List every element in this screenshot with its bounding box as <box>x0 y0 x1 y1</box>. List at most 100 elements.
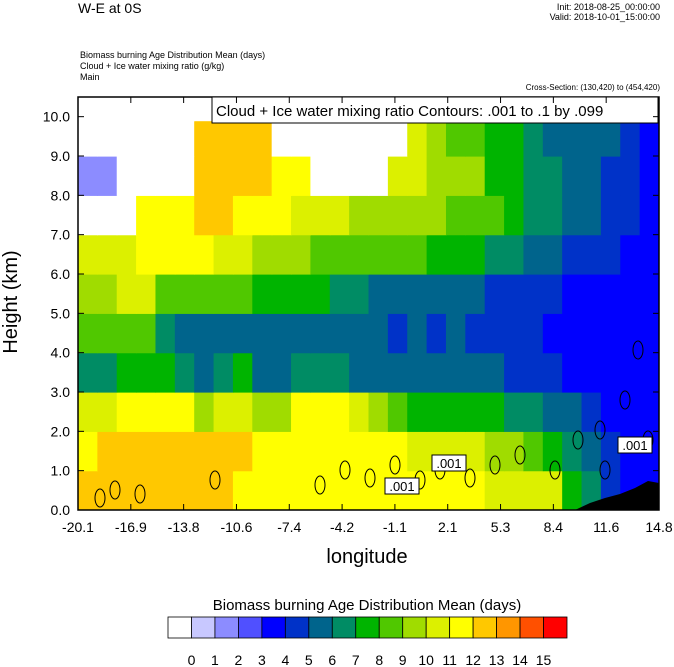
field-cell <box>407 313 428 354</box>
field-cell <box>523 195 544 236</box>
field-cell <box>310 234 331 275</box>
field-cell <box>232 120 253 157</box>
field-cell <box>291 120 311 157</box>
colorbar-label: 11 <box>442 652 457 667</box>
field-cell <box>562 392 583 432</box>
field-cell <box>600 313 621 354</box>
field-cell <box>136 97 157 122</box>
field-cell <box>484 120 505 157</box>
field-cell <box>349 234 370 275</box>
field-cell <box>542 392 563 432</box>
field-cell <box>465 470 486 510</box>
contour-line <box>619 390 631 410</box>
colorbar-label: 4 <box>281 652 289 667</box>
contour-value-box <box>431 454 467 472</box>
field-cell <box>136 392 157 432</box>
field-cell <box>484 392 505 432</box>
field-cell <box>620 392 641 432</box>
field-description-2: Cloud + Ice water mixing ratio (g/kg) <box>80 61 225 71</box>
contour-value-box <box>617 436 653 454</box>
field-cell <box>620 195 641 236</box>
contour-line <box>134 484 146 504</box>
field-cell <box>136 120 157 157</box>
colorbar-swatch <box>519 616 544 639</box>
field-cell <box>329 392 350 432</box>
field-cell <box>562 431 583 472</box>
field-cell <box>252 431 273 472</box>
field-cell <box>136 156 157 196</box>
y-axis-label: Height (km) <box>0 250 22 353</box>
field-cell <box>620 352 641 393</box>
field-cell <box>174 120 195 157</box>
field-cell <box>174 156 195 196</box>
field-cell <box>116 431 137 472</box>
field-cell <box>97 431 118 472</box>
field-cell <box>562 274 583 314</box>
field-cell <box>407 195 428 236</box>
field-cell <box>426 313 447 354</box>
field-cell <box>465 313 486 354</box>
field-cell <box>155 313 176 354</box>
field-cell <box>426 120 447 157</box>
field-cell <box>639 313 659 354</box>
field-cell <box>600 392 621 432</box>
field-cell <box>194 313 215 354</box>
field-cell <box>194 234 215 275</box>
colorbar-swatch <box>355 616 380 639</box>
field-cell <box>445 120 466 157</box>
field-cell <box>349 195 370 236</box>
field-cell <box>600 120 621 157</box>
field-cell <box>600 156 621 196</box>
field-cell <box>271 313 292 354</box>
field-cell <box>174 195 195 236</box>
field-cell <box>310 156 331 196</box>
field-cell <box>407 156 428 196</box>
field-cell <box>349 352 370 393</box>
field-cell <box>368 431 389 472</box>
contour-value-label: .001 <box>622 438 647 453</box>
field-cell <box>136 274 157 314</box>
field-cell <box>136 195 157 236</box>
field-cell <box>271 156 292 196</box>
x-tick-label: -7.4 <box>277 519 301 535</box>
field-cell <box>194 120 215 157</box>
field-cell <box>310 470 331 510</box>
y-tick-label: 5.0 <box>51 305 71 321</box>
field-cell <box>329 274 350 314</box>
field-cell <box>232 352 253 393</box>
colorbar-label: 10 <box>418 652 434 667</box>
field-cell <box>407 120 428 157</box>
field-cell <box>368 352 389 393</box>
field-cell <box>194 97 215 122</box>
field-cell <box>155 470 176 510</box>
field-cell <box>252 392 273 432</box>
field-cell <box>504 313 525 354</box>
field-cell <box>523 234 544 275</box>
field-cell <box>600 234 621 275</box>
field-cell <box>329 470 350 510</box>
x-tick-label: -10.6 <box>220 519 252 535</box>
field-cell <box>504 431 525 472</box>
colorbar-label: 5 <box>305 652 313 667</box>
colorbar-label: 6 <box>328 652 336 667</box>
field-cell <box>291 313 311 354</box>
contour-line <box>389 455 401 475</box>
colorbar-swatch <box>331 616 357 639</box>
field-cell <box>562 352 583 393</box>
field-cell <box>174 313 195 354</box>
x-tick-label: 8.4 <box>544 519 564 535</box>
field-cell <box>484 274 505 314</box>
field-cell <box>581 195 602 236</box>
field-cell <box>465 392 486 432</box>
field-cell <box>368 120 389 157</box>
contour-line <box>109 480 121 500</box>
field-cell <box>465 352 486 393</box>
field-cell <box>600 195 621 236</box>
field-cell <box>329 195 350 236</box>
field-cell <box>542 313 563 354</box>
field-cell <box>562 120 583 157</box>
field-cell <box>174 97 195 122</box>
terrain-silhouette <box>575 481 659 510</box>
field-cell <box>484 313 505 354</box>
field-cell <box>213 352 234 393</box>
